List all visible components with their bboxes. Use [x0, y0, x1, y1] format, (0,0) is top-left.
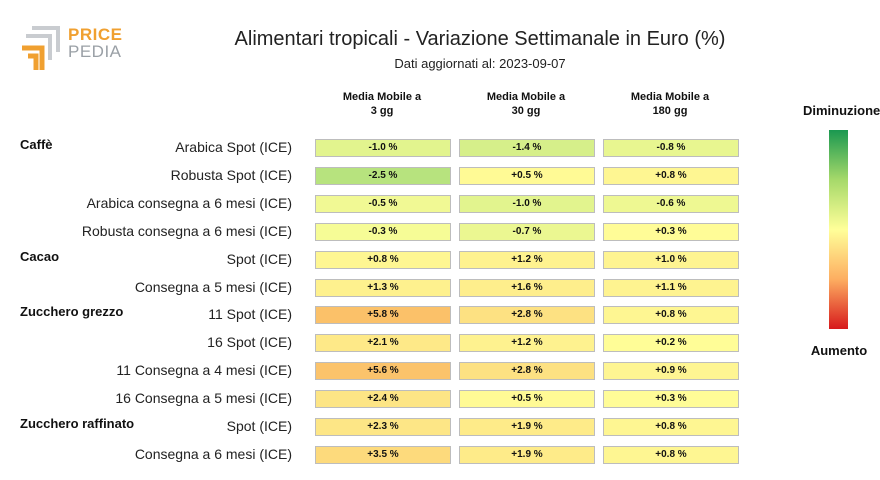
logo-word-price: PRICE [68, 25, 123, 44]
heatmap-cell: +2.1 % [315, 334, 451, 353]
column-header-2: Media Mobile a 30 gg [486, 91, 566, 117]
row-label: Consegna a 5 mesi (ICE) [134, 278, 292, 295]
heatmap-cell: +1.3 % [315, 278, 451, 297]
heatmap-cell: +1.2 % [459, 334, 595, 353]
heatmap-cell: -0.6 % [603, 194, 739, 213]
heatmap-cell: -2.5 % [315, 166, 451, 185]
heatmap-cell: +0.2 % [603, 334, 739, 353]
row-label: Spot (ICE) [226, 250, 292, 267]
row-label: Arabica Spot (ICE) [175, 139, 292, 155]
heatmap-cell: +0.3 % [603, 222, 739, 241]
row-label: Consegna a 6 mesi (ICE) [134, 445, 292, 462]
heatmap-cell: +3.5 % [315, 445, 451, 464]
heatmap-cell: +1.2 % [459, 250, 595, 269]
logo-mark-icon [22, 26, 60, 70]
row-label: Spot (ICE) [226, 418, 292, 434]
heatmap-cell: +1.0 % [603, 250, 739, 269]
group-label: Cacao [20, 248, 60, 264]
heatmap-cell: +2.4 % [315, 390, 451, 409]
heatmap-cell: +5.6 % [315, 362, 451, 381]
heatmap-cell: +5.8 % [315, 306, 451, 325]
row-label: Arabica consegna a 6 mesi (ICE) [86, 194, 292, 211]
heatmap-cell: -0.3 % [315, 222, 451, 241]
row-label: 11 Spot (ICE) [208, 306, 292, 323]
group-label: Zucchero grezzo [20, 304, 124, 320]
row-label: 11 Consegna a 4 mesi (ICE) [116, 362, 292, 379]
heatmap-cell: +0.8 % [603, 418, 739, 436]
heatmap-cell: -1.0 % [459, 194, 595, 213]
heatmap-cell: +2.8 % [459, 306, 595, 325]
group-label: Zucchero raffinato [20, 416, 135, 431]
heatmap-cell: +2.3 % [315, 418, 451, 436]
heatmap-cell: +1.6 % [459, 278, 595, 297]
heatmap-cell: -1.0 % [315, 139, 451, 157]
heatmap-cell: +1.9 % [459, 418, 595, 436]
heatmap-cell: +0.9 % [603, 362, 739, 381]
logo-word-pedia: PEDIA [68, 42, 122, 61]
group-label: Caffè [20, 137, 53, 152]
legend-color-scale [829, 130, 848, 329]
heatmap-cell: -0.8 % [603, 139, 739, 157]
heatmap-cell: +0.8 % [603, 306, 739, 325]
row-label: 16 Consegna a 5 mesi (ICE) [115, 390, 292, 407]
heatmap-cell: +0.5 % [459, 166, 595, 185]
heatmap-cell: +1.9 % [459, 445, 595, 464]
chart-subtitle: Dati aggiornati al: 2023-09-07 [394, 56, 566, 71]
heatmap-cell: -0.5 % [315, 194, 451, 213]
heatmap-cell: +0.8 % [603, 166, 739, 185]
heatmap-cell: -1.4 % [459, 139, 595, 157]
legend-label-increase: Aumento [810, 343, 868, 358]
heatmap-cell: +2.8 % [459, 362, 595, 381]
heatmap-cell: -0.7 % [459, 222, 595, 241]
legend-label-decrease: Diminuzione [803, 103, 880, 118]
column-header-1: Media Mobile a 3 gg [342, 91, 422, 117]
chart-title: Alimentari tropicali - Variazione Settim… [234, 28, 726, 50]
row-label: 16 Spot (ICE) [207, 334, 292, 351]
row-label: Robusta consegna a 6 mesi (ICE) [81, 222, 292, 239]
pricepedia-logo: PRICE PEDIA [20, 26, 130, 74]
heatmap-cell: +0.5 % [459, 390, 595, 409]
heatmap-cell: +1.1 % [603, 278, 739, 297]
row-label: Robusta Spot (ICE) [170, 166, 292, 183]
column-header-3: Media Mobile a 180 gg [630, 91, 710, 117]
heatmap-cell: +0.8 % [315, 250, 451, 269]
heatmap-cell: +0.8 % [603, 445, 739, 464]
heatmap-cell: +0.3 % [603, 390, 739, 409]
